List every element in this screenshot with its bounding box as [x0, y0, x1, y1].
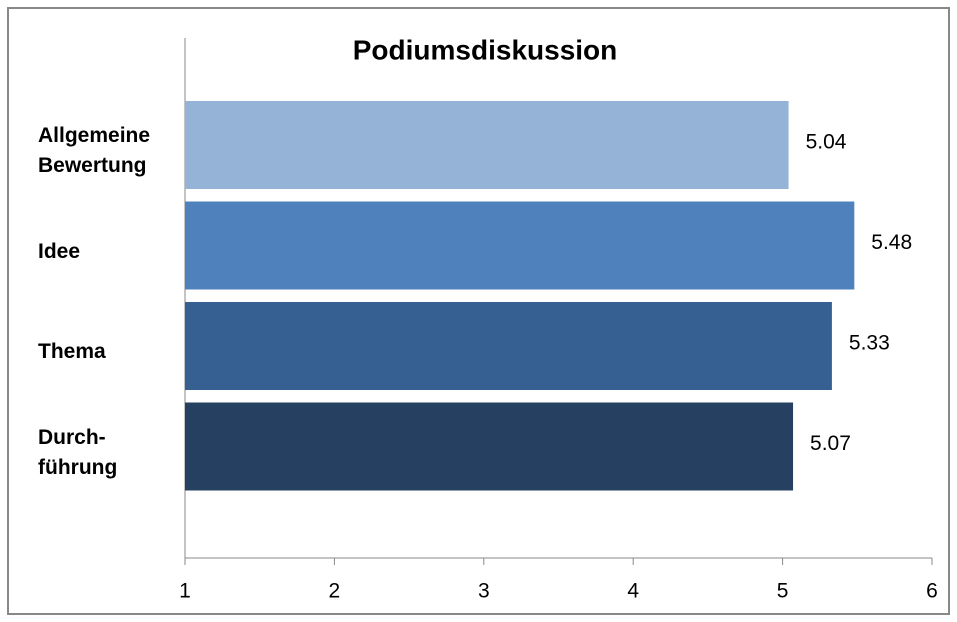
y-tick-label: Allgemeine Bewertung: [38, 124, 151, 177]
x-tick-label: 5: [777, 580, 789, 603]
bar: [185, 201, 855, 290]
bar: [185, 302, 832, 390]
x-tick-label: 4: [627, 580, 639, 603]
y-tick-label: Thema: [38, 340, 106, 363]
data-label: 5.33: [849, 332, 890, 355]
x-tick-label: 1: [179, 580, 191, 603]
chart-title: Podiumsdiskussion: [353, 34, 618, 65]
y-tick-label: Idee: [38, 239, 81, 263]
bar: [185, 402, 794, 491]
x-tick-label: 2: [329, 580, 341, 603]
y-tick-label: Durch- führung: [38, 425, 118, 479]
data-label: 5.48: [871, 231, 912, 254]
data-label: 5.07: [810, 432, 851, 455]
bar: [185, 101, 789, 189]
x-tick-label: 6: [926, 580, 938, 603]
data-label: 5.04: [806, 131, 847, 154]
chart-frame: [7, 7, 950, 615]
x-tick-label: 3: [478, 580, 490, 603]
